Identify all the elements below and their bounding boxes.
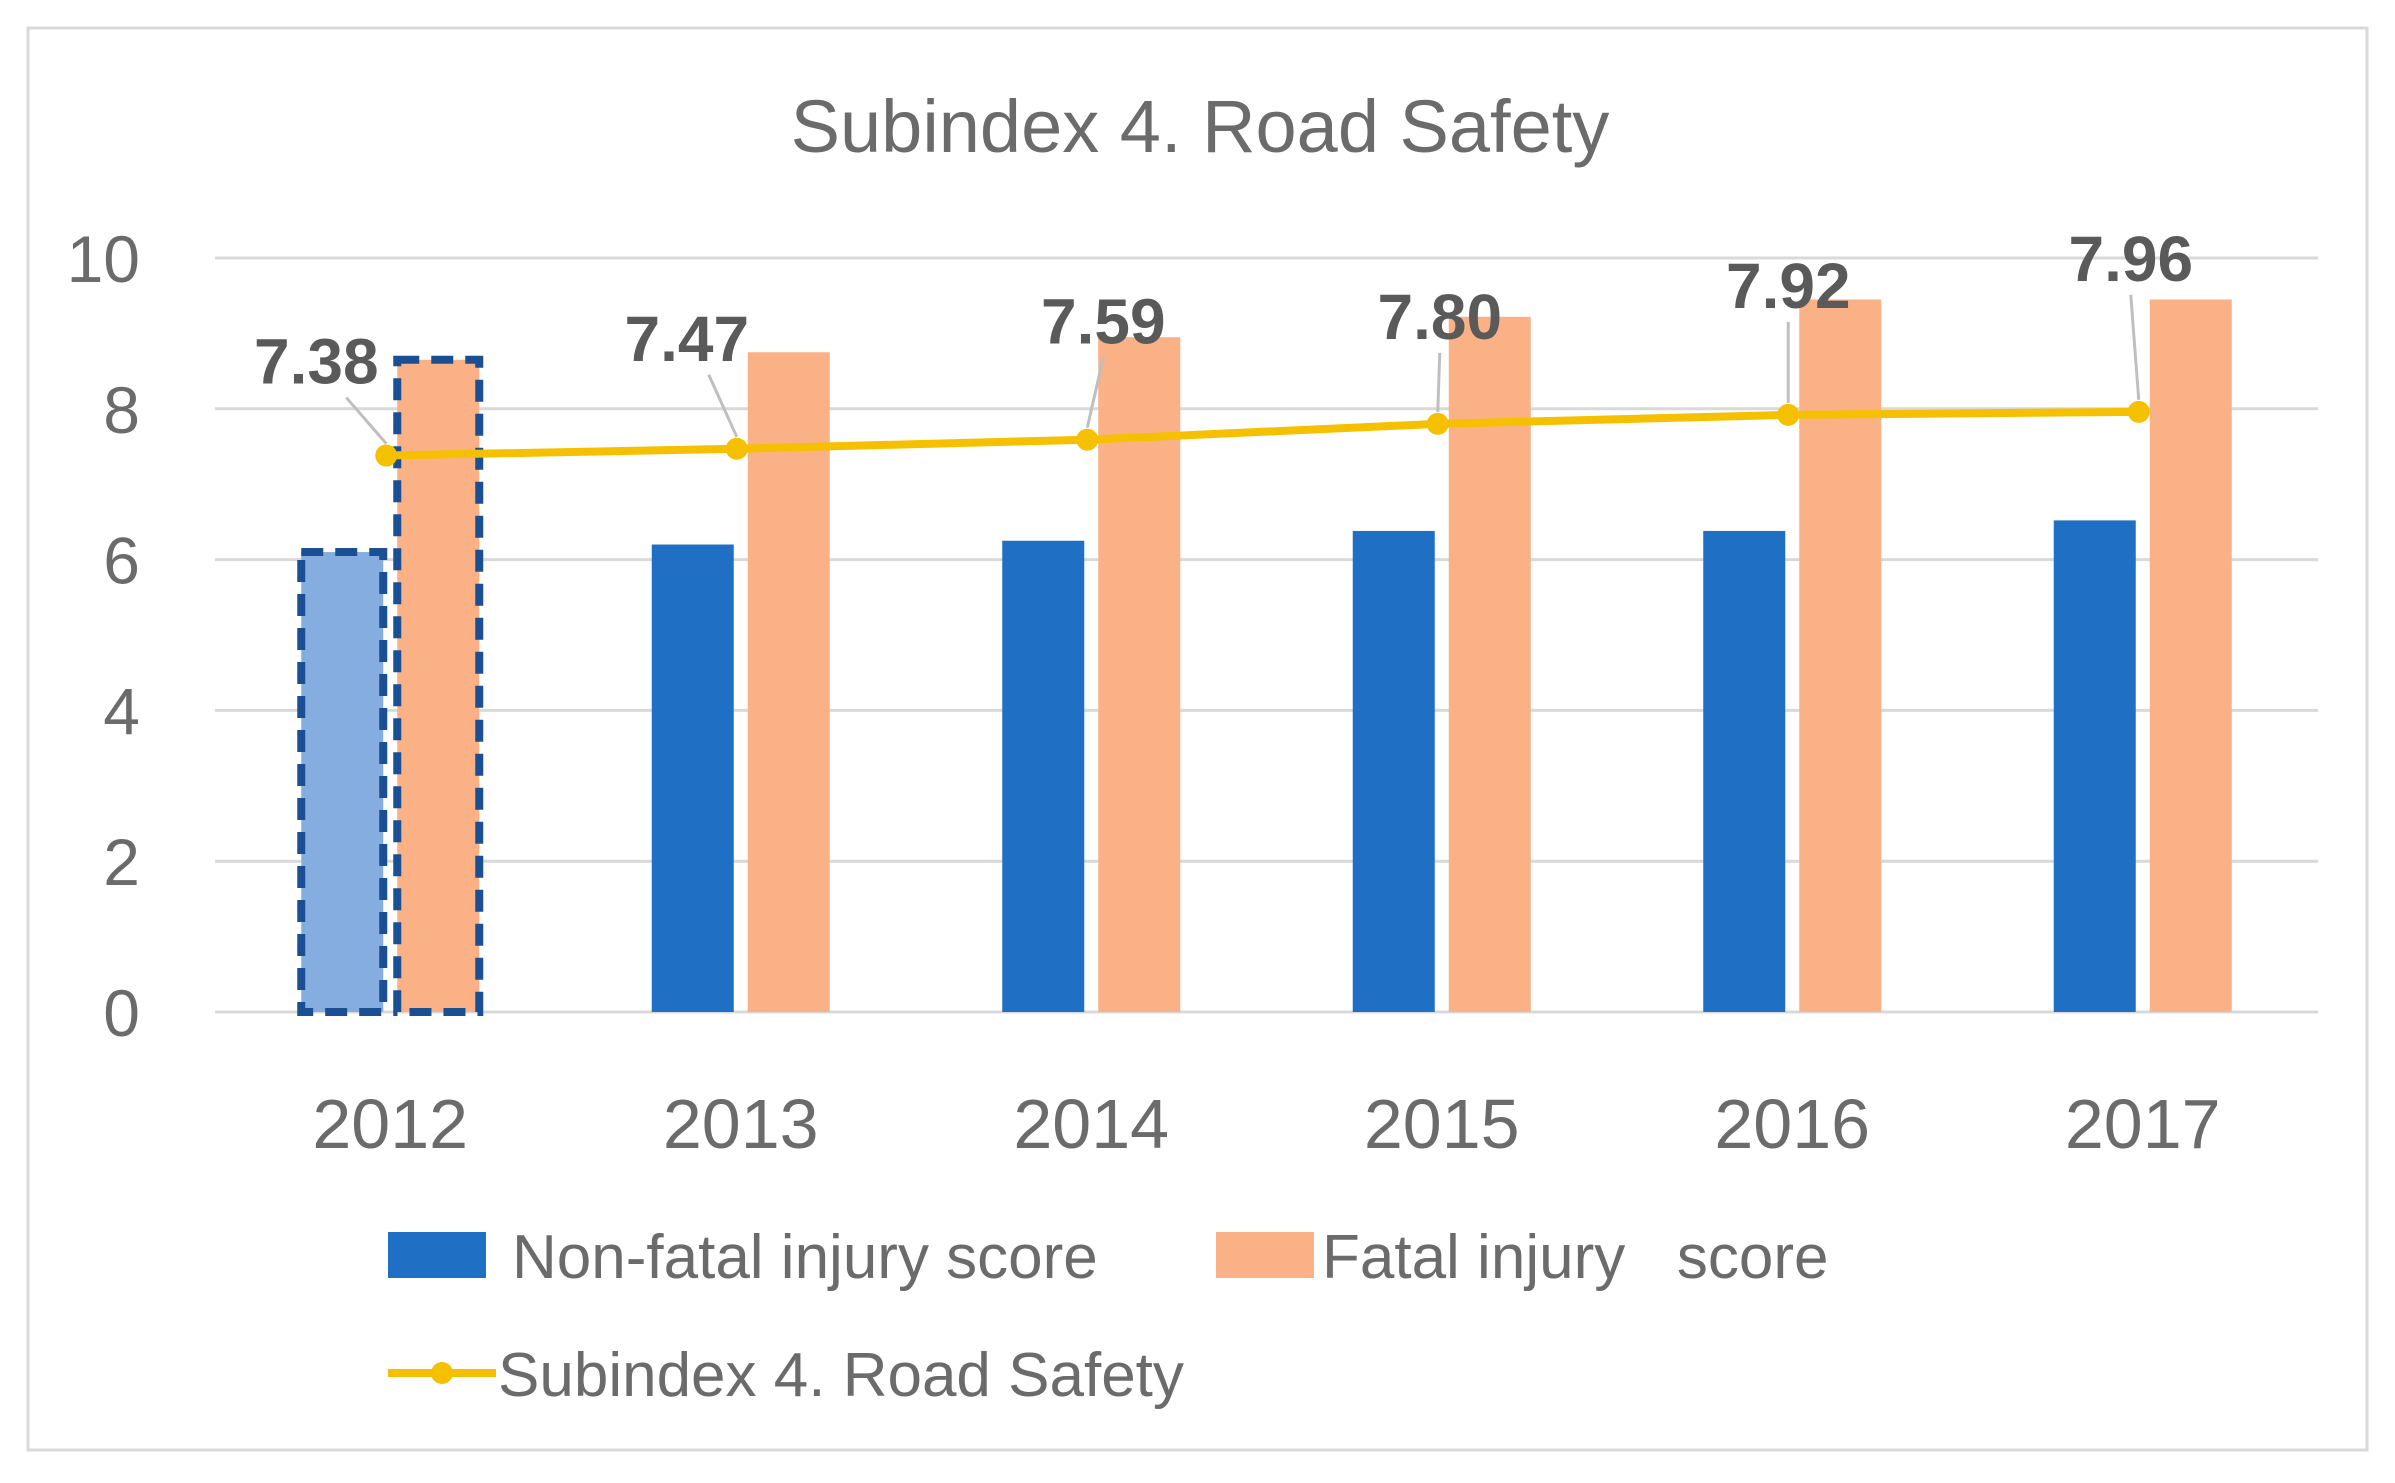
legend-marker-subindex xyxy=(431,1362,453,1384)
y-tick-label: 2 xyxy=(103,825,140,899)
legend-label-non-fatal: Non-fatal injury score xyxy=(512,1223,1098,1292)
line-series xyxy=(375,400,2150,467)
data-label-2017: 7.96 xyxy=(2068,223,2193,295)
bar-non-fatal-2014 xyxy=(1002,540,1085,1012)
data-label-2016: 7.92 xyxy=(1726,250,1851,322)
leader-line-2013 xyxy=(707,374,739,438)
data-label-2014: 7.59 xyxy=(1041,286,1166,358)
subindex-point-2012 xyxy=(375,444,398,467)
x-tick-label-2012: 2012 xyxy=(312,1085,468,1163)
y-axis-ticks: 0 2 4 6 8 10 xyxy=(67,222,140,1050)
x-tick-label-2013: 2013 xyxy=(663,1085,819,1163)
data-label-2015: 7.80 xyxy=(1377,281,1502,353)
data-labels: 7.38 7.47 7.59 7.80 7.92 7.96 xyxy=(254,223,2193,445)
legend-swatch-fatal xyxy=(1216,1232,1314,1278)
x-axis-ticks: 2012 2013 2014 2015 2016 2017 xyxy=(312,1085,2220,1163)
bar-fatal-2017 xyxy=(2149,299,2232,1013)
subindex-point-2014 xyxy=(1076,428,1099,451)
subindex-point-2013 xyxy=(725,437,748,460)
y-tick-label: 6 xyxy=(103,524,140,598)
bar-fatal-2014 xyxy=(1098,337,1181,1012)
y-tick-label: 0 xyxy=(103,976,140,1050)
bar-fatal-2013 xyxy=(747,352,830,1012)
legend-swatch-non-fatal xyxy=(388,1232,486,1278)
bar-non-fatal-2016 xyxy=(1703,530,1786,1012)
x-tick-label-2016: 2016 xyxy=(1714,1085,1870,1163)
legend: Non-fatal injury score Fatal injury scor… xyxy=(388,1223,1829,1410)
data-label-2012: 7.38 xyxy=(254,326,379,398)
leader-line-2015 xyxy=(1436,352,1442,412)
subindex-point-2015 xyxy=(1426,412,1449,435)
chart-title: Subindex 4. Road Safety xyxy=(791,85,1610,168)
bar-fatal-2016 xyxy=(1799,299,1882,1013)
legend-label-subindex: Subindex 4. Road Safety xyxy=(498,1341,1184,1410)
subindex-point-2016 xyxy=(1777,403,1800,426)
bar-fatal-2015 xyxy=(1448,316,1531,1012)
leader-line-2012 xyxy=(345,396,388,445)
y-tick-label: 8 xyxy=(103,373,140,447)
bar-non-fatal-2015 xyxy=(1352,530,1435,1012)
subindex-point-2017 xyxy=(2127,400,2150,423)
data-label-2013: 7.47 xyxy=(624,303,749,375)
bar-non-fatal-2017 xyxy=(2053,520,2136,1012)
x-tick-label-2014: 2014 xyxy=(1013,1085,1169,1163)
x-tick-label-2015: 2015 xyxy=(1364,1085,1520,1163)
bar-fatal-2012 xyxy=(393,355,484,1017)
x-tick-label-2017: 2017 xyxy=(2065,1085,2221,1163)
y-tick-label: 4 xyxy=(103,674,140,748)
y-tick-label: 10 xyxy=(67,222,140,296)
bar-non-fatal-2012 xyxy=(297,548,388,1016)
bar-non-fatal-2013 xyxy=(651,544,734,1012)
leader-line-2014 xyxy=(1085,357,1105,429)
legend-label-fatal: Fatal injury score xyxy=(1322,1223,1829,1292)
leader-line-2017 xyxy=(2129,294,2141,400)
gridlines xyxy=(215,256,2318,1014)
bars xyxy=(297,299,2232,1017)
subindex-line xyxy=(386,407,2139,460)
